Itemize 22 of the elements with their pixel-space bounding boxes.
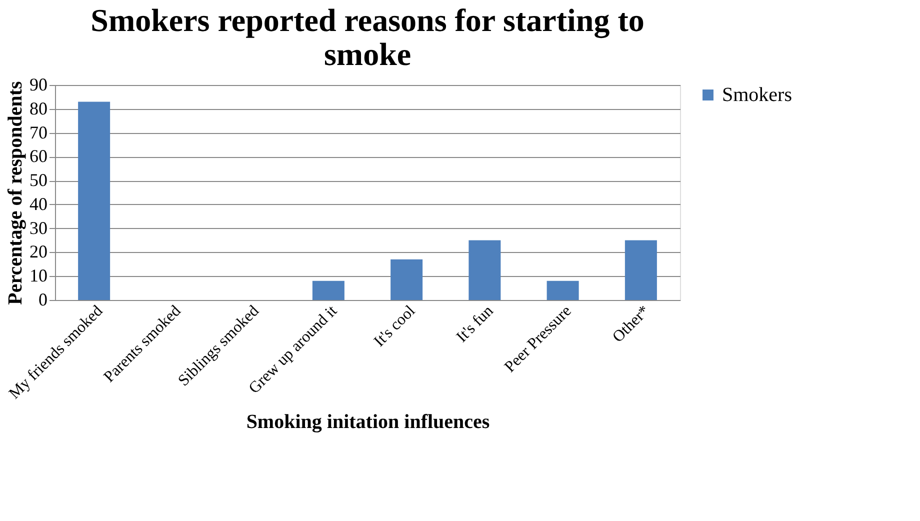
y-tick-label: 40	[30, 194, 48, 214]
y-tick-label: 30	[30, 218, 48, 238]
y-tick-label: 20	[30, 242, 48, 262]
bar	[78, 102, 110, 300]
y-axis-title: Percentage of respondents	[4, 80, 26, 305]
x-axis-title: Smoking initation influences	[246, 410, 490, 433]
y-tick-label: 80	[30, 98, 48, 118]
chart-title: Smokers reported reasons for starting to smoke	[90, 2, 644, 72]
bar	[390, 259, 423, 300]
y-tick-label: 90	[30, 74, 48, 94]
bar	[546, 280, 579, 300]
x-tick-label: It's cool	[370, 302, 419, 350]
x-tick-label: It's fun	[453, 302, 497, 346]
y-tick-label: 0	[38, 290, 48, 310]
y-tick-label: 10	[30, 266, 48, 286]
bar	[468, 240, 501, 300]
bar	[312, 280, 344, 300]
y-tick-label: 50	[30, 170, 48, 190]
legend-label: Smokers	[722, 84, 792, 106]
y-tick-label: 60	[30, 146, 48, 166]
bar	[624, 240, 657, 300]
y-tick-label: 70	[30, 122, 48, 142]
